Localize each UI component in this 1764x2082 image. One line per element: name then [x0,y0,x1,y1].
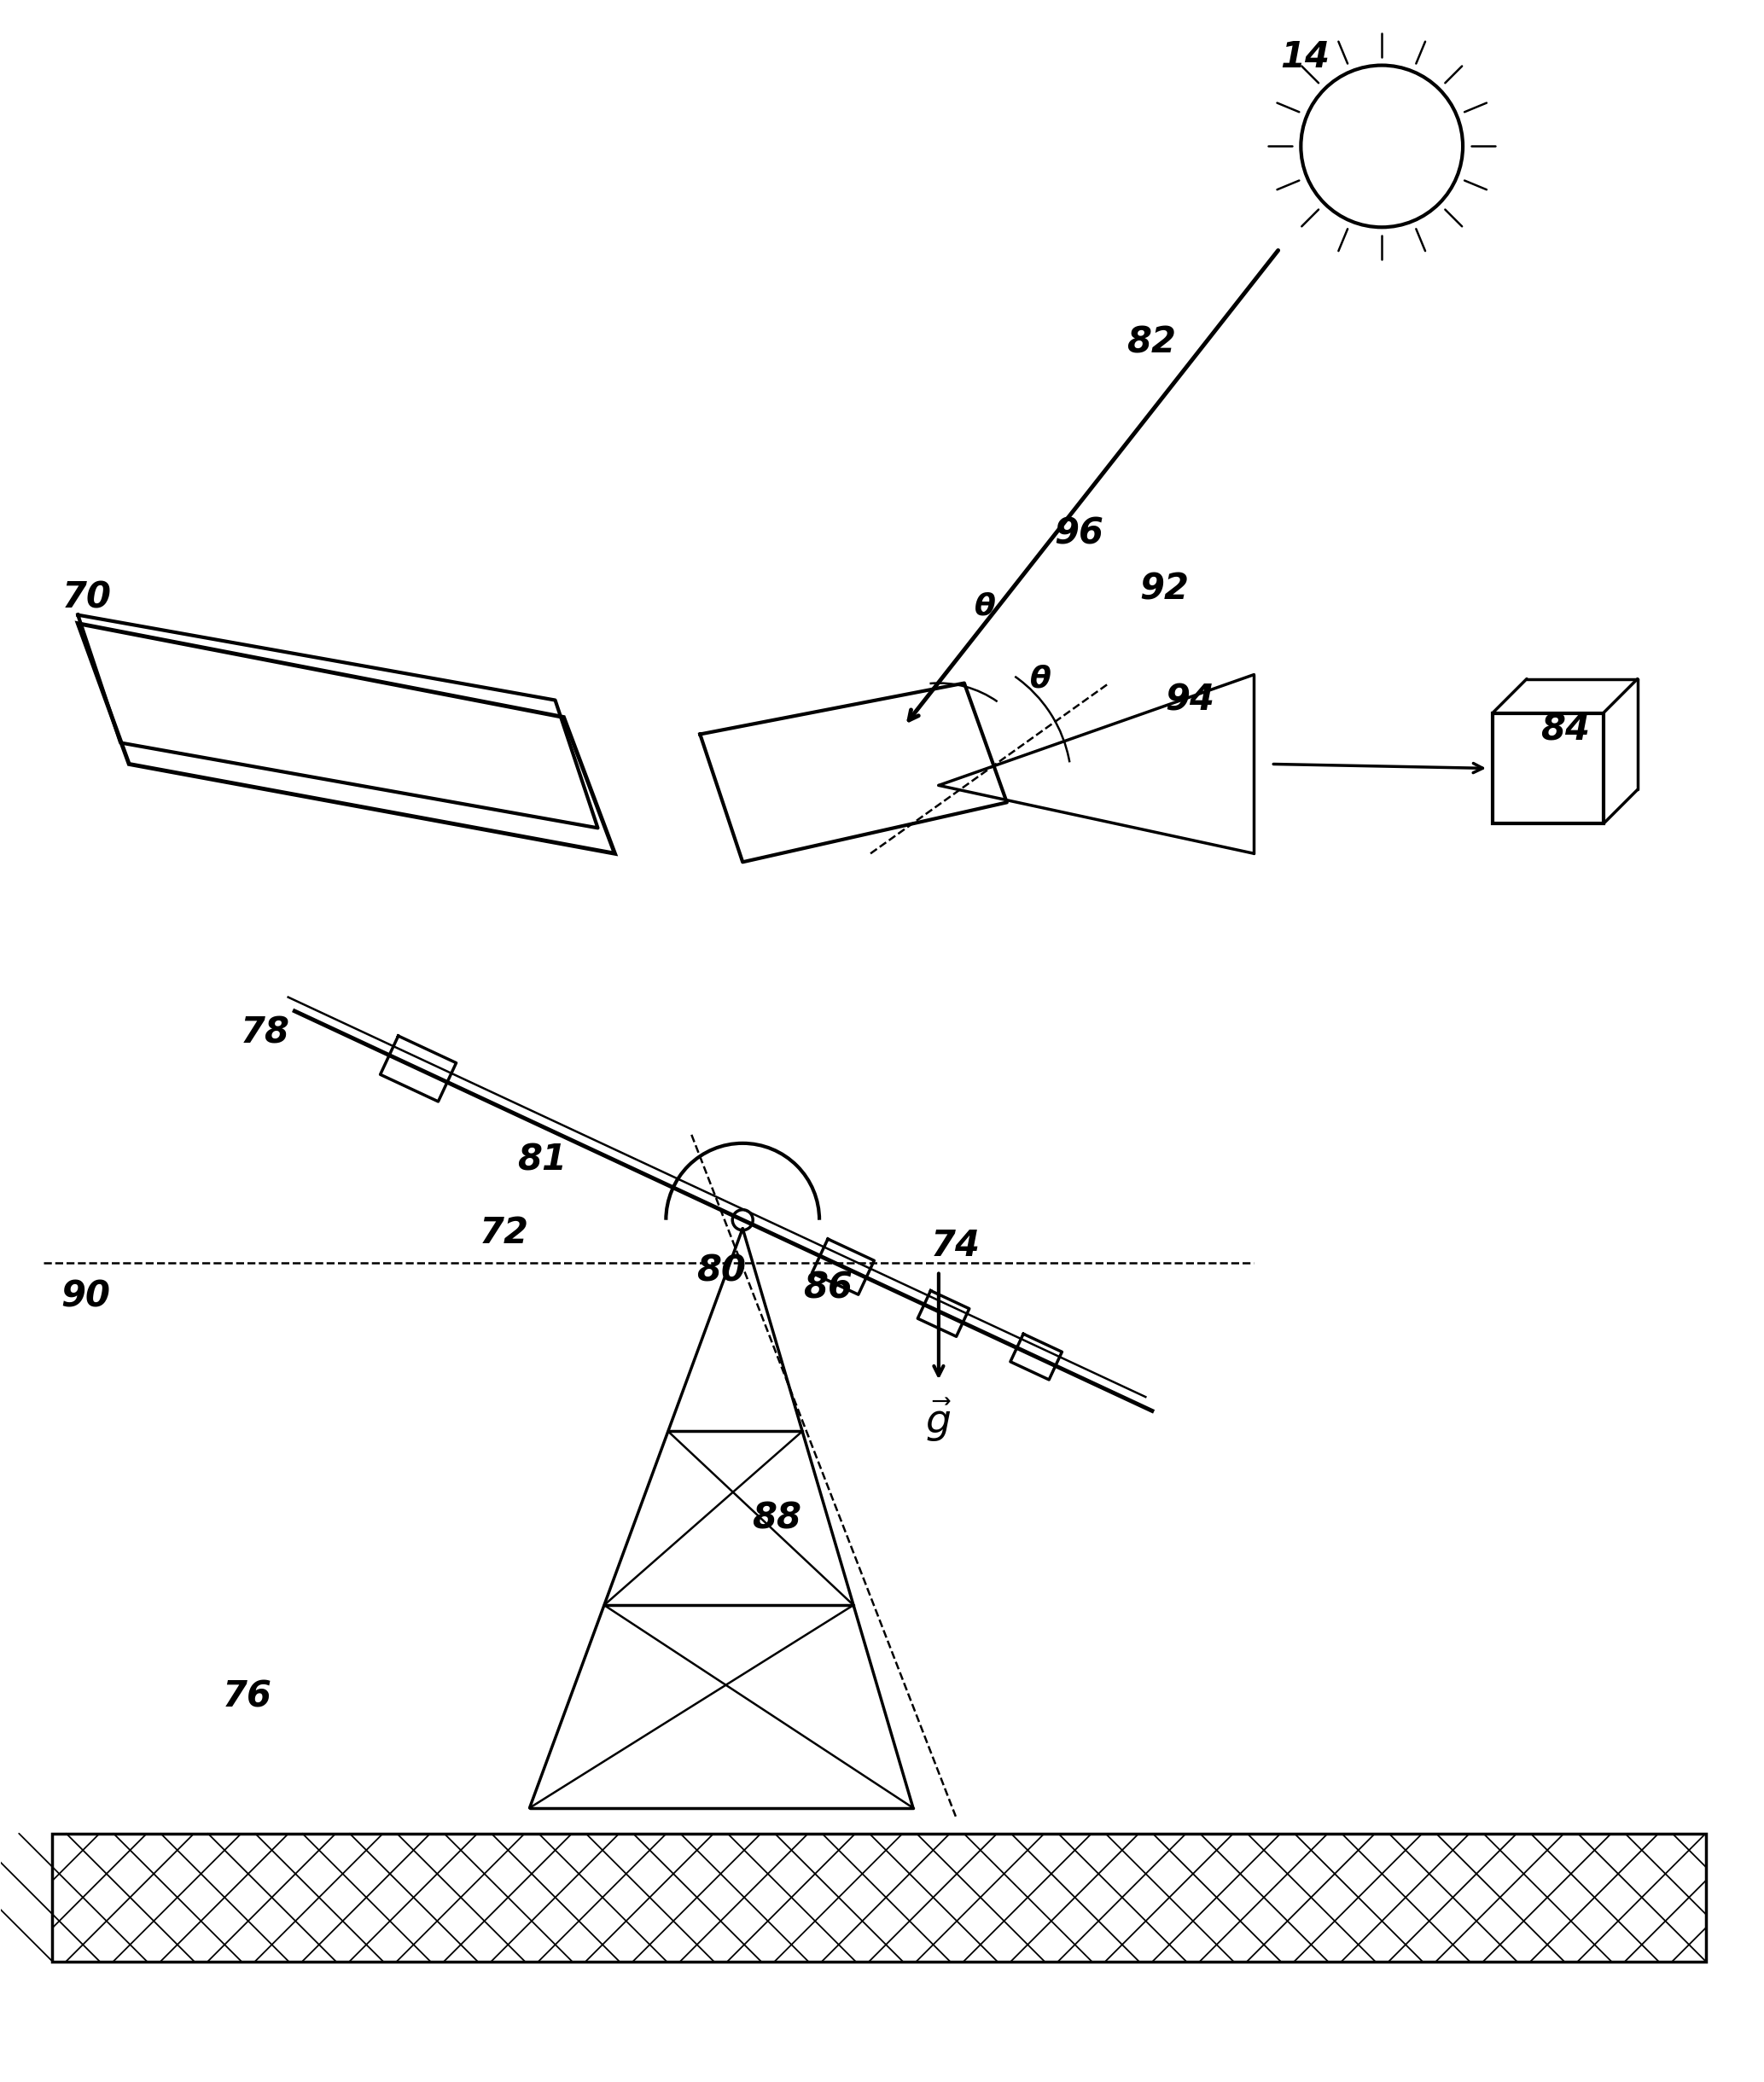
Text: $\vec{g}$: $\vec{g}$ [926,1397,953,1443]
Text: 81: 81 [517,1143,566,1178]
Text: 78: 78 [240,1014,289,1051]
Text: θ: θ [1030,664,1051,693]
Text: 90: 90 [60,1278,111,1314]
Text: 74: 74 [931,1228,981,1264]
Text: 84: 84 [1540,712,1589,747]
Text: 80: 80 [697,1253,746,1289]
Text: 86: 86 [803,1270,852,1305]
Text: θ: θ [975,591,997,620]
Text: 88: 88 [751,1501,801,1537]
Text: 70: 70 [62,581,111,616]
Text: 76: 76 [222,1680,272,1716]
Text: 14: 14 [1281,40,1330,75]
Text: 92: 92 [1140,570,1189,608]
Bar [53,1834,1706,1961]
Text: 94: 94 [1166,683,1215,718]
Text: 72: 72 [480,1214,529,1251]
Text: 82: 82 [1127,325,1177,360]
Text: 96: 96 [1055,516,1104,552]
FancyBboxPatch shape [1492,712,1603,824]
